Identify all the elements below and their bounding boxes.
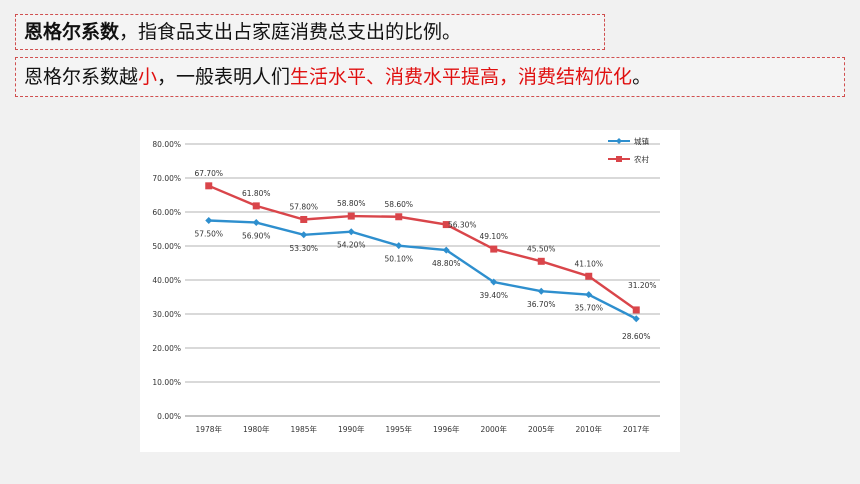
y-tick-label: 50.00% — [152, 242, 181, 251]
urban-point — [205, 217, 213, 224]
rural-series-line — [208, 184, 637, 311]
rural-data-label: 56.30% — [448, 221, 477, 230]
conclusion-highlight-small: 小 — [138, 65, 158, 88]
urban-data-label: 35.70% — [574, 304, 603, 313]
legend-marker — [616, 156, 622, 162]
y-tick-label: 0.00% — [157, 412, 181, 421]
urban-data-label: 57.50% — [194, 230, 223, 239]
engel-line-chart: 0.00% 10.00% 20.00% 30.00% 40.00% 50.00% 60.00… — [152, 136, 660, 434]
rural-data-label: 41.10% — [574, 259, 603, 268]
x-tick-label: 2017年 — [623, 424, 650, 434]
x-tick-label: 1985年 — [290, 424, 317, 434]
y-tick-label: 30.00% — [152, 310, 181, 319]
urban-data-label: 56.90% — [242, 232, 271, 241]
urban-data-label: 39.40% — [479, 291, 508, 300]
urban-data-label: 28.60% — [622, 332, 651, 341]
rural-point — [585, 272, 593, 280]
legend-label: 城镇 — [634, 136, 649, 146]
urban-point — [442, 246, 450, 254]
x-tick-label: 2000年 — [480, 424, 507, 434]
urban-series-line — [208, 219, 637, 320]
conclusion-part-5: 。 — [632, 65, 652, 88]
engel-chart-panel: 0.00% 10.00% 20.00% 30.00% 40.00% 50.00% 60.00… — [140, 130, 680, 452]
urban-point — [585, 291, 593, 299]
x-tick-label: 2010年 — [575, 424, 602, 434]
y-tick-label: 20.00% — [152, 344, 181, 353]
urban-data-label: 36.70% — [527, 300, 556, 309]
x-tick-label: 1978年 — [195, 424, 222, 434]
rural-data-label: 61.80% — [242, 189, 271, 198]
y-tick-label: 10.00% — [152, 378, 181, 387]
urban-point — [252, 219, 260, 227]
urban-point — [347, 228, 355, 236]
urban-point — [490, 278, 498, 286]
y-tick-label: 70.00% — [152, 174, 181, 183]
rural-data-label: 31.20% — [628, 281, 657, 290]
rural-data-label: 45.50% — [527, 244, 556, 253]
rural-data-label: 67.70% — [194, 169, 223, 178]
y-tick-label: 80.00% — [152, 140, 181, 149]
legend-marker — [616, 138, 622, 144]
conclusion-part-3: ，一般表明人们 — [157, 65, 291, 88]
rural-point — [252, 202, 260, 210]
x-tick-label: 1990年 — [338, 424, 365, 434]
urban-point — [395, 242, 403, 250]
rural-point — [395, 213, 403, 221]
x-tick-label: 1980年 — [243, 424, 270, 434]
legend-label: 农村 — [634, 154, 649, 164]
urban-point — [300, 231, 308, 239]
conclusion-part-1: 恩格尔系数越 — [24, 65, 139, 88]
rural-point — [300, 215, 308, 223]
urban-data-label: 48.80% — [432, 259, 461, 268]
x-tick-label: 2005年 — [528, 424, 555, 434]
rural-point — [442, 221, 450, 229]
rural-point — [347, 212, 355, 220]
x-tick-label: 1996年 — [433, 424, 460, 434]
urban-data-label: 50.10% — [384, 255, 413, 264]
definition-text: ，指食品支出占家庭消费总支出的比例。 — [119, 20, 462, 43]
rural-point — [205, 182, 213, 190]
rural-point — [537, 257, 545, 265]
y-tick-label: 40.00% — [152, 276, 181, 285]
definition-box: 恩格尔系数 ，指食品支出占家庭消费总支出的比例。 — [15, 14, 605, 50]
rural-data-label: 58.80% — [337, 199, 366, 208]
urban-point — [537, 287, 545, 295]
term-bold: 恩格尔系数 — [24, 20, 120, 43]
rural-data-label: 49.10% — [479, 232, 508, 241]
x-tick-label: 1995年 — [385, 424, 412, 434]
conclusion-box: 恩格尔系数越小，一般表明人们 生活水平、消费水平提高，消费结构优化。 — [15, 57, 845, 97]
rural-point — [490, 245, 498, 253]
rural-data-label: 57.80% — [289, 202, 318, 211]
y-tick-label: 60.00% — [152, 208, 181, 217]
urban-data-label: 54.20% — [337, 241, 366, 250]
conclusion-highlight-result: 生活水平、消费水平提高，消费结构优化 — [290, 65, 633, 88]
urban-point — [632, 315, 640, 323]
rural-point — [632, 306, 640, 314]
urban-data-label: 53.30% — [289, 244, 318, 253]
rural-data-label: 58.60% — [384, 200, 413, 209]
